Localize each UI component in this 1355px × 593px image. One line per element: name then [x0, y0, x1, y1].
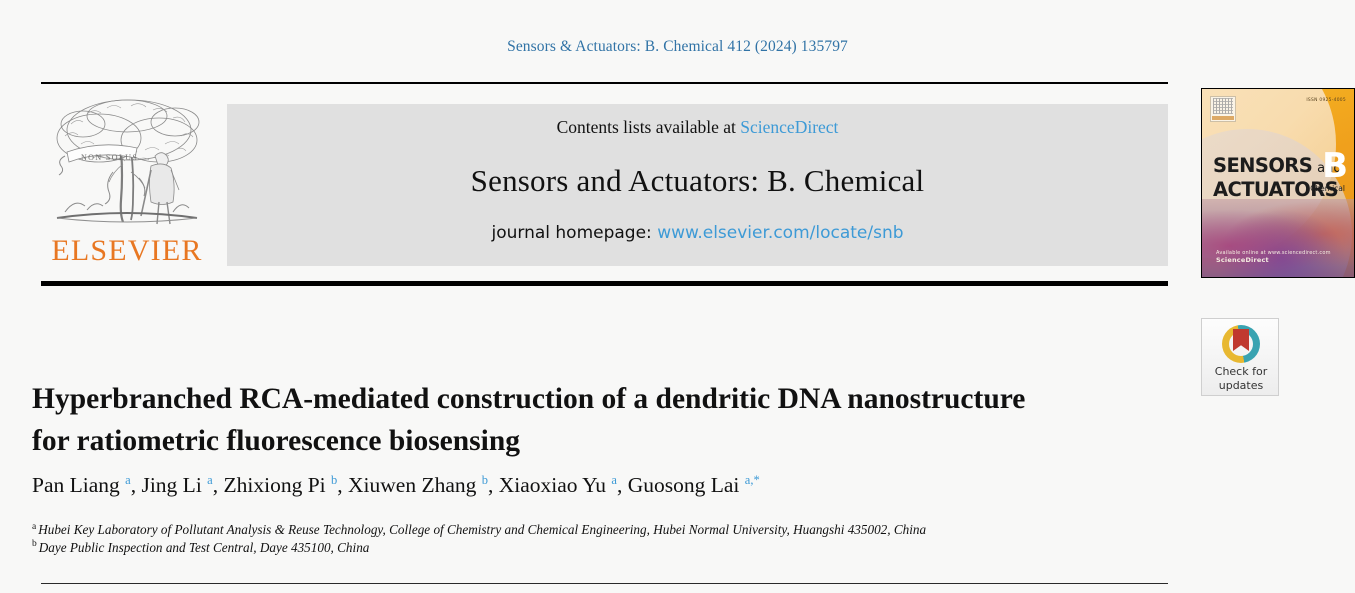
- author-name: Xiaoxiao Yu: [498, 473, 612, 497]
- author-affiliation-marker: a,*: [744, 472, 760, 487]
- contents-lists-prefix: Contents lists available at: [556, 117, 741, 137]
- journal-title: Sensors and Actuators: B. Chemical: [470, 163, 925, 198]
- crossmark-badge[interactable]: Check for updates: [1201, 318, 1279, 396]
- author-affiliation-marker: a: [207, 472, 213, 487]
- author-separator: ,: [337, 473, 348, 497]
- elsevier-wordmark: ELSEVIER: [51, 234, 203, 267]
- cover-subtitle: Chemical: [1310, 184, 1345, 193]
- elsevier-tree-icon: NON SOLUS: [56, 99, 200, 225]
- cover-title-row-2: ACTUATORS: [1213, 179, 1345, 200]
- journal-homepage-link[interactable]: www.elsevier.com/locate/snb: [657, 223, 904, 243]
- cover-elsevier-word-glyph: [1212, 116, 1234, 120]
- contents-lists-line: Contents lists available at ScienceDirec…: [227, 117, 1168, 138]
- affiliation-marker: a: [32, 521, 37, 532]
- cover-title-row-1: SENSORS and: [1213, 155, 1345, 179]
- sciencedirect-link[interactable]: ScienceDirect: [740, 117, 839, 137]
- cover-title-block: SENSORS and ACTUATORS B Chemical: [1213, 149, 1348, 200]
- article-title: Hyperbranched RCA-mediated construction …: [32, 382, 1026, 457]
- author-affiliation-marker: b: [481, 472, 488, 487]
- masthead-band: Contents lists available at ScienceDirec…: [227, 104, 1168, 266]
- cover-title-actuators: ACTUATORS: [1213, 178, 1339, 201]
- author-name: Zhixiong Pi: [223, 473, 331, 497]
- homepage-prefix: journal homepage:: [491, 223, 658, 243]
- journal-cover-thumbnail[interactable]: ISSN 0925-4005 SENSORS and ACTUATORS B C…: [1201, 88, 1355, 278]
- cover-volume-letter: B: [1322, 146, 1348, 186]
- crossmark-label-line1: Check for: [1214, 365, 1268, 378]
- affiliation-text: Hubei Key Laboratory of Pollutant Analys…: [38, 522, 927, 537]
- cover-title-and: and: [1317, 161, 1342, 176]
- author-affiliation-marker: a: [611, 472, 617, 487]
- author-separator: ,: [212, 473, 224, 497]
- crossmark-label-line2: updates: [1218, 378, 1264, 392]
- author-list: Pan Liang a, Jing Li a, Zhixiong Pi b, X…: [32, 471, 1172, 499]
- cover-elsevier-logo-icon: [1210, 96, 1236, 122]
- author-name: Guosong Lai: [627, 473, 745, 497]
- affiliation-item: b Daye Public Inspection and Test Central…: [32, 539, 1212, 557]
- author-name: Xiuwen Zhang: [348, 473, 482, 497]
- cover-artwork: ISSN 0925-4005 SENSORS and ACTUATORS B C…: [1202, 89, 1354, 277]
- author-affiliation-marker: a: [125, 472, 131, 487]
- cover-sciencedirect-word: ScienceDirect: [1216, 256, 1269, 264]
- affiliation-item: a Hubei Key Laboratory of Pollutant Analy…: [32, 521, 1212, 539]
- crossmark-label: Check for updates: [1202, 365, 1280, 392]
- journal-homepage-line: journal homepage: www.elsevier.com/locat…: [227, 223, 1168, 243]
- masthead-bottom-rule: [41, 281, 1168, 286]
- elsevier-logo: NON SOLUS ELSEVIER: [41, 94, 219, 276]
- journal-masthead: NON SOLUS ELSEVIER Contents lists availa…: [41, 88, 1168, 276]
- affiliation-list: a Hubei Key Laboratory of Pollutant Analy…: [32, 521, 1212, 556]
- masthead-top-rule: [41, 82, 1168, 84]
- cover-abstract-pattern: [1202, 199, 1354, 277]
- cover-tree-glyph: [1213, 98, 1233, 114]
- author-separator: ,: [488, 473, 499, 497]
- author-affiliation-marker: b: [331, 472, 338, 487]
- affiliation-text: Daye Public Inspection and Test Central,…: [38, 539, 370, 555]
- article-head-bottom-rule: [41, 583, 1168, 584]
- cover-sciencedirect-tagline: Available online at www.sciencedirect.co…: [1216, 250, 1331, 256]
- affiliation-marker: b: [32, 539, 37, 550]
- cover-title-sensors: SENSORS: [1213, 154, 1313, 177]
- author-name: Jing Li: [141, 473, 208, 497]
- cover-sciencedirect-block: Available online at www.sciencedirect.co…: [1216, 250, 1331, 265]
- cover-issn: ISSN 0925-4005: [1306, 98, 1346, 103]
- crossmark-bookmark-icon: [1233, 329, 1249, 351]
- author-separator: ,: [616, 473, 628, 497]
- author-separator: ,: [130, 473, 142, 497]
- svg-text:NON SOLUS: NON SOLUS: [81, 153, 138, 162]
- author-name: Pan Liang: [32, 473, 126, 497]
- running-head: Sensors & Actuators: B. Chemical 412 (20…: [507, 38, 848, 55]
